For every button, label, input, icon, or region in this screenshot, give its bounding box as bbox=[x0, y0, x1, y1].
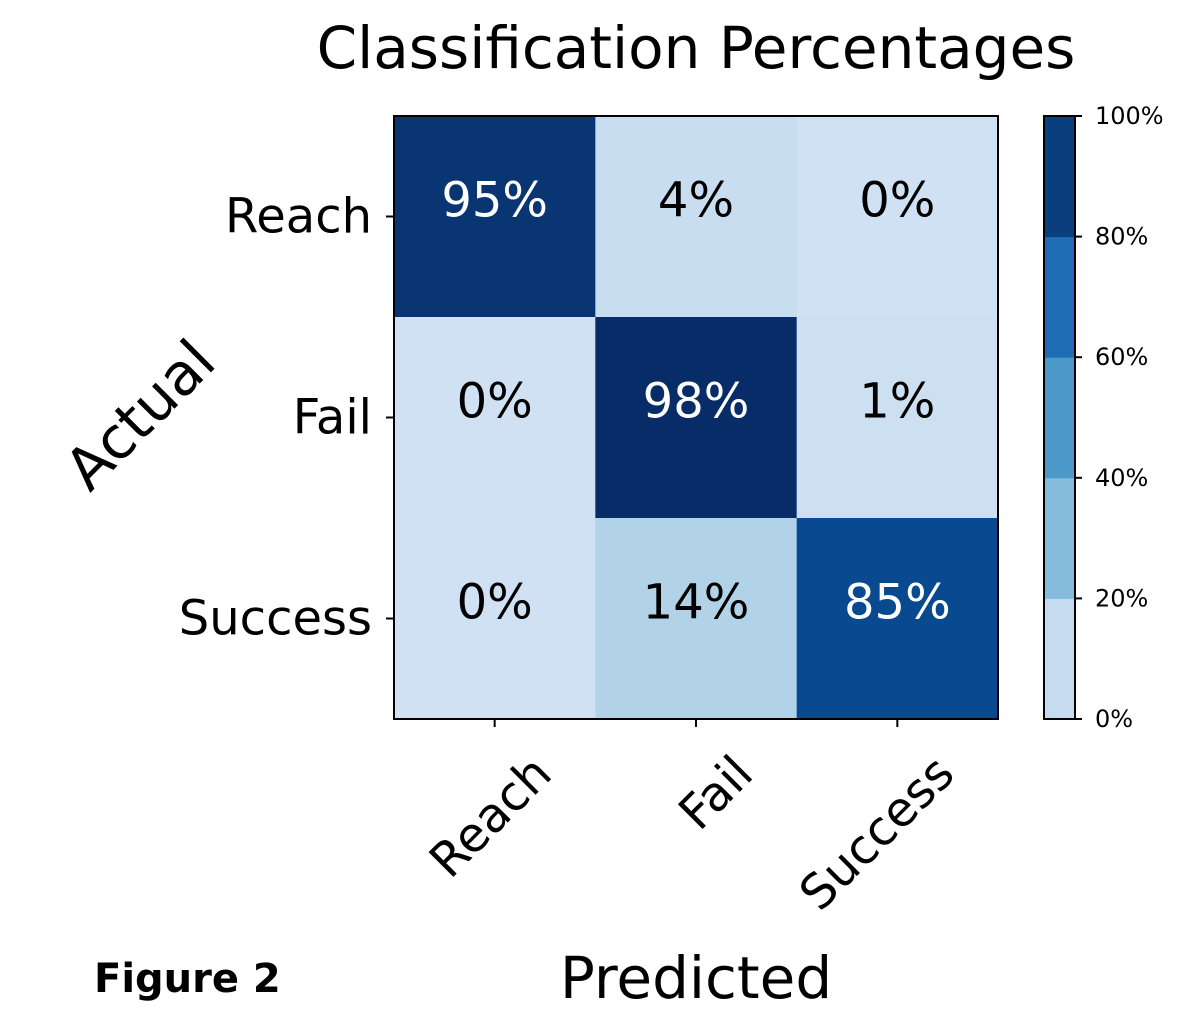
heatmap-cells bbox=[394, 116, 999, 720]
colorbar-tick-label: 60% bbox=[1095, 343, 1148, 371]
cell-value-label: 85% bbox=[844, 575, 951, 631]
heatmap-cell bbox=[796, 518, 999, 720]
x-tick-label: Success bbox=[789, 745, 965, 921]
colorbar-tick-label: 100% bbox=[1095, 102, 1164, 130]
colorbar-ticks: 0% 20% 40% 60% 80% 100% bbox=[1075, 102, 1164, 733]
y-tick-label: Success bbox=[179, 591, 372, 647]
heatmap-cell bbox=[595, 317, 798, 519]
colorbar-tick-label: 80% bbox=[1095, 223, 1148, 251]
figure-label: Figure 2 bbox=[94, 956, 281, 1002]
cell-value-label: 0% bbox=[457, 575, 533, 631]
heatmap-cell bbox=[796, 317, 999, 519]
cell-value-label: 14% bbox=[643, 575, 750, 631]
colorbar-frame bbox=[1043, 115, 1076, 720]
heatmap-cell bbox=[394, 518, 596, 720]
colorbar-tick-label: 40% bbox=[1095, 464, 1148, 492]
heatmap-cell-labels: 95% 4% 0% 0% 98% 1% 0% 14% 85% bbox=[441, 173, 950, 631]
colorbar bbox=[1044, 116, 1075, 720]
x-axis-ticks: Reach Fail Success bbox=[419, 719, 965, 921]
colorbar-segment bbox=[1044, 598, 1075, 720]
heatmap-cell bbox=[595, 116, 798, 318]
y-axis-ticks: Reach Fail Success bbox=[179, 189, 394, 647]
cell-value-label: 98% bbox=[643, 374, 750, 430]
x-tick-label: Reach bbox=[419, 745, 563, 889]
x-axis-label: Predicted bbox=[560, 944, 832, 1012]
cell-value-label: 0% bbox=[457, 374, 533, 430]
chart-title: Classification Percentages bbox=[317, 14, 1076, 82]
heatmap-cell bbox=[394, 116, 596, 318]
colorbar-tick-label: 20% bbox=[1095, 584, 1148, 612]
colorbar-segment bbox=[1044, 357, 1075, 479]
y-tick-label: Fail bbox=[293, 390, 372, 446]
heatmap-cell bbox=[595, 518, 798, 720]
y-tick-label: Reach bbox=[225, 189, 372, 245]
cell-value-label: 0% bbox=[859, 173, 935, 229]
colorbar-tick-label: 0% bbox=[1095, 705, 1133, 733]
colorbar-segment bbox=[1044, 477, 1075, 599]
y-axis-label: Actual bbox=[52, 327, 229, 504]
cell-value-label: 4% bbox=[658, 173, 734, 229]
heatmap-cell bbox=[796, 116, 999, 318]
colorbar-segment bbox=[1044, 236, 1075, 358]
heatmap-cell bbox=[394, 317, 596, 519]
cell-value-label: 1% bbox=[859, 374, 935, 430]
x-tick-label: Fail bbox=[668, 745, 764, 841]
cell-value-label: 95% bbox=[441, 173, 548, 229]
colorbar-segment bbox=[1044, 116, 1075, 238]
